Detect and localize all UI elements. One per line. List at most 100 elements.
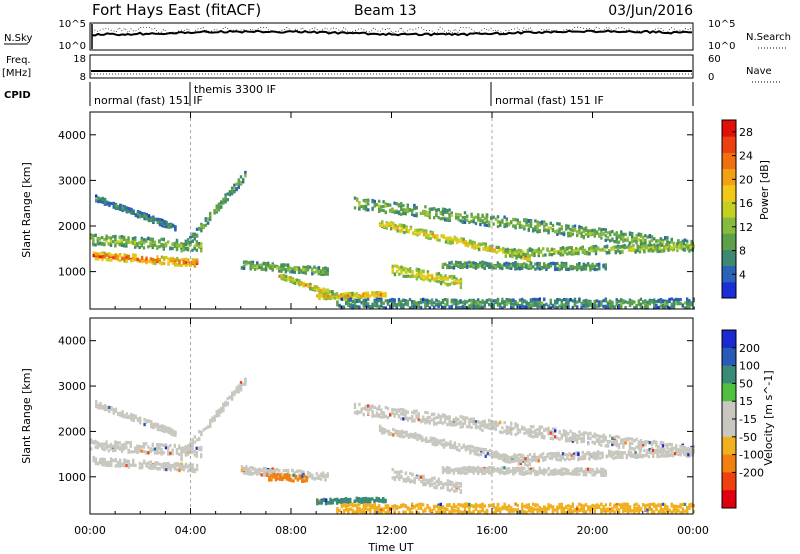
scatter-cell-vel-8 — [427, 439, 430, 443]
scatter-cell-power-7 — [499, 220, 502, 224]
scatter-cell-power-12 — [608, 249, 611, 253]
scatter-cell-power-12 — [647, 247, 650, 251]
scatter-cell-power-7 — [556, 222, 559, 226]
scatter-cell-power-11 — [446, 303, 449, 307]
scatter-cell-power-2 — [200, 227, 203, 231]
scatter-cell-power-4 — [280, 266, 283, 270]
scatter-cell-vel-3 — [163, 427, 166, 431]
scatter-cell-power-11 — [349, 298, 352, 302]
scatter-cell-vel-7 — [415, 415, 418, 420]
scatter-cell-power-4 — [249, 260, 252, 264]
scatter-cell-vel-7 — [565, 430, 568, 434]
scatter-cell-power-10 — [565, 267, 568, 271]
scatter-cell-power-12 — [592, 246, 595, 250]
scatter-cell-power-7 — [428, 213, 431, 217]
scatter-cell-power-11 — [408, 306, 412, 310]
scatter-cell-power-4 — [262, 261, 266, 265]
scatter-cell-power-12 — [548, 253, 551, 257]
scatter-cell-power-7 — [540, 222, 544, 226]
scatter-cell-power-11 — [622, 301, 625, 305]
scatter-cell-power-4 — [280, 264, 283, 268]
scatter-cell-vel-3 — [172, 431, 175, 435]
scatter-cell-vel-7 — [439, 420, 442, 425]
scatter-cell-vel-4 — [291, 468, 294, 472]
scatter-cell-power-2 — [204, 218, 207, 223]
scatter-cell-power-0 — [156, 259, 159, 264]
scatter-cell-vel-7 — [551, 437, 555, 441]
scatter-cell-power-9 — [409, 267, 412, 271]
scatter-cell-vel-4 — [324, 477, 327, 481]
scatter-cell-power-11 — [582, 301, 585, 305]
scatter-cell-power-11 — [395, 305, 398, 309]
scatter-cell-power-11 — [503, 303, 506, 307]
scatter-cell-power-12 — [647, 249, 650, 253]
scatter-cell-vel-7 — [448, 415, 451, 419]
scatter-cell-power-1 — [109, 236, 113, 240]
scatter-cell-vel-0 — [123, 459, 126, 463]
scatter-cell-vel-8 — [418, 434, 421, 438]
scatter-cell-power-10 — [567, 267, 570, 272]
scatter-cell-power-9 — [402, 274, 405, 278]
scatter-cell-power-12 — [676, 248, 679, 253]
scatter-cell-vel-4 — [271, 469, 274, 473]
scatter-cell-power-7 — [402, 208, 405, 212]
scatter-cell-power-12 — [588, 252, 591, 256]
scatter-cell-vel-7 — [567, 439, 570, 443]
scatter-cell-vel-0 — [145, 462, 148, 466]
scatter-cell-vel-5 — [279, 473, 282, 477]
scatter-cell-vel-7 — [481, 428, 484, 432]
scatter-cell-power-11 — [479, 305, 482, 309]
scatter-cell-power-11 — [437, 303, 440, 307]
scatter-cell-power-0 — [184, 257, 188, 261]
scatter-cell-power-11 — [683, 306, 687, 310]
scatter-cell-power-11 — [461, 300, 464, 304]
scatter-cell-power-12 — [654, 248, 657, 252]
scatter-cell-vel-0 — [134, 463, 137, 467]
scatter-cell-vel-7 — [562, 433, 566, 437]
scatter-cell-vel-7 — [474, 420, 478, 424]
scatter-cell-vel-6 — [353, 499, 356, 503]
scatter-cell-power-11 — [360, 300, 363, 305]
freq-panel: Freq. [MHz] 18 8 60 0 Nave — [2, 54, 780, 83]
scatter-cell-power-7 — [598, 227, 601, 231]
scatter-cell-vel-7 — [380, 411, 383, 415]
scatter-cell-power-0 — [171, 261, 175, 265]
scatter-cell-vel-7 — [631, 441, 634, 445]
scatter-cell-power-10 — [565, 264, 568, 268]
scatter-cell-vel-1 — [169, 444, 172, 448]
scatter-cell-vel-1 — [158, 450, 161, 455]
scatter-cell-power-12 — [509, 252, 512, 256]
scatter-cell-vel-7 — [600, 439, 603, 443]
scatter-cell-power-5 — [296, 278, 299, 282]
scatter-cell-power-7 — [455, 216, 458, 220]
scatter-cell-power-7 — [580, 234, 583, 238]
scatter-cell-power-2 — [224, 194, 227, 198]
scatter-cell-vel-0 — [138, 465, 142, 469]
scatter-cell-power-3 — [130, 211, 133, 215]
scatter-cell-vel-2 — [220, 407, 223, 411]
scatter-cell-power-10 — [476, 265, 480, 269]
scatter-cell-power-9 — [450, 274, 454, 279]
scatter-cell-power-0 — [101, 258, 104, 262]
scatter-cell-vel-0 — [195, 463, 199, 467]
scatter-cell-vel-7 — [505, 427, 508, 432]
scatter-cell-power-3 — [121, 206, 124, 210]
scatter-cell-power-7 — [615, 231, 618, 235]
scatter-cell-power-6 — [322, 292, 326, 296]
scatter-cell-power-7 — [609, 239, 612, 243]
scatter-cell-power-8 — [528, 254, 531, 258]
scatter-cell-vel-1 — [103, 442, 106, 446]
scatter-cell-power-10 — [503, 262, 506, 266]
scatter-cell-power-11 — [655, 300, 658, 304]
freq-tick-bottom: 8 — [80, 72, 86, 83]
scatter-cell-vel-2 — [239, 383, 243, 387]
scatter-cell-power-11 — [661, 303, 665, 307]
scatter-cell-power-12 — [575, 249, 578, 253]
scatter-cell-vel-7 — [576, 440, 579, 444]
scatter-cell-power-1 — [92, 242, 95, 246]
scatter-cell-power-0 — [123, 253, 126, 257]
scatter-cell-power-12 — [526, 252, 529, 256]
scatter-cell-vel-7 — [576, 438, 579, 442]
scatter-cell-power-0 — [94, 257, 98, 261]
scatter-cell-power-7 — [677, 239, 680, 243]
